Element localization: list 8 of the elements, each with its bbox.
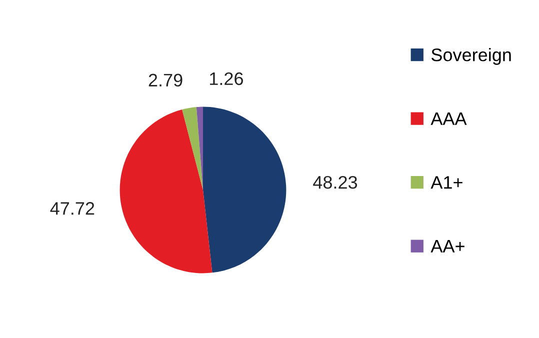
data-label: 47.72 bbox=[50, 202, 94, 215]
data-label: 1.26 bbox=[210, 72, 243, 86]
data-label: 48.23 bbox=[313, 176, 358, 189]
legend-label: AAA bbox=[430, 112, 467, 125]
legend-label: AA+ bbox=[430, 240, 464, 252]
legend-label: Sovereign bbox=[431, 48, 511, 65]
legend-label: A1+ bbox=[430, 176, 462, 189]
data-label: 2.79 bbox=[148, 74, 182, 87]
